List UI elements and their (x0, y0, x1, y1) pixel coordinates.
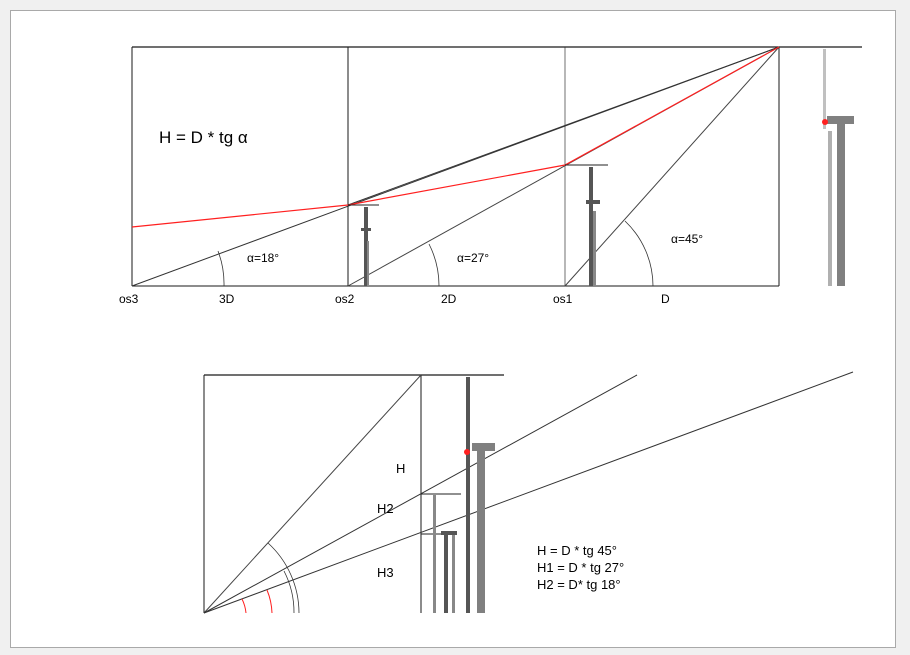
distance-label-d: D (661, 292, 670, 306)
pole-os2 (348, 204, 379, 286)
angle-label-27: α=27° (457, 251, 489, 265)
sight-line-from-os2-top (347, 46, 780, 206)
arc-18 (217, 250, 225, 287)
bottom-pole-h3 (441, 531, 457, 613)
height-label-h3: H3 (377, 565, 394, 580)
bottom-arc-red-inner (241, 598, 247, 614)
angle-label-18: α=18° (247, 251, 279, 265)
red-sight-line (131, 46, 780, 228)
bottom-sight-line-27 (203, 374, 638, 614)
bottom-arc-27 (283, 570, 295, 614)
bottom-formula-1: H = D * tg 45° (537, 543, 617, 558)
bottom-formula-3: H2 = D* tg 18° (537, 577, 621, 592)
diagram-canvas: H = D * tg α α=18° α=27° α=45° os3 os2 o… (10, 10, 896, 648)
bottom-formula-2: H1 = D * tg 27° (537, 560, 624, 575)
tree-top-red-dot (822, 119, 828, 125)
arc-45 (624, 220, 654, 287)
station-label-os1: os1 (553, 292, 573, 306)
bottom-sight-line-18 (203, 371, 854, 614)
top-formula: H = D * tg α (159, 128, 248, 147)
height-label-h2: H2 (377, 501, 394, 516)
diagram-svg: H = D * tg α α=18° α=27° α=45° os3 os2 o… (119, 46, 862, 614)
station-label-os2: os2 (335, 292, 355, 306)
sight-line-45 (564, 46, 780, 287)
pole-os1 (565, 164, 608, 286)
arc-27 (428, 243, 440, 287)
height-label-h: H (396, 461, 405, 476)
angle-label-45: α=45° (671, 232, 703, 246)
bottom-pole-h2 (433, 495, 436, 613)
bottom-tree-figure (464, 377, 495, 613)
distance-label-2d: 2D (441, 292, 457, 306)
top-diagram: H = D * tg α α=18° α=27° α=45° os3 os2 o… (119, 46, 862, 306)
bottom-diagram: H H2 H3 H = D * tg 45° H1 = D * tg 27° H… (203, 371, 854, 614)
bottom-arc-45 (267, 542, 300, 614)
distance-label-3d: 3D (219, 292, 235, 306)
tree-figure (822, 49, 854, 286)
bottom-tree-red-dot (464, 449, 470, 455)
bottom-arc-red-outer (266, 589, 273, 614)
station-label-os3: os3 (119, 292, 139, 306)
bottom-sight-line-45 (203, 374, 422, 614)
